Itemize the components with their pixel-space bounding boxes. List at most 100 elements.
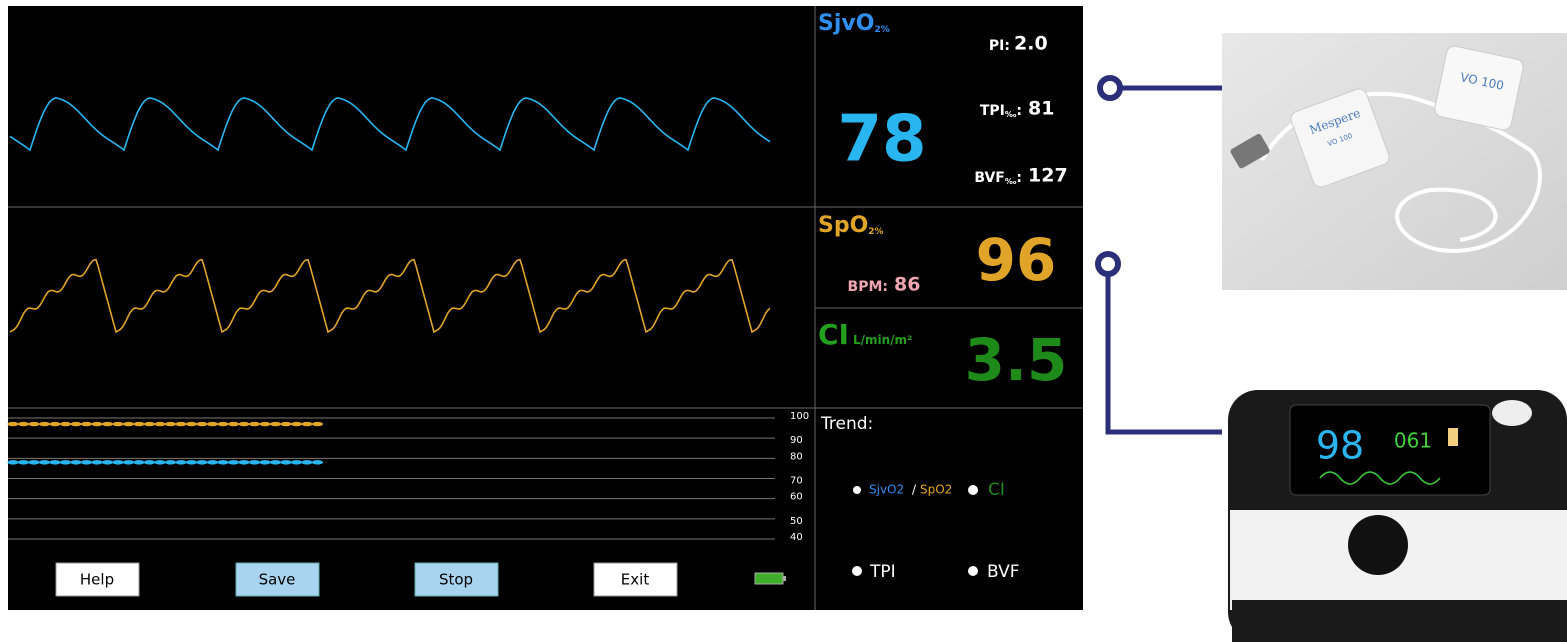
trend-point	[154, 422, 165, 426]
connectors	[1098, 78, 1222, 432]
trend-point	[81, 460, 92, 464]
trend-point	[228, 460, 239, 464]
trend-point	[291, 460, 302, 464]
y-tick-label: 50	[790, 516, 803, 527]
tpi-value: 81	[1028, 98, 1054, 120]
screen: SjvO2% 78 PI: 2.0 TPI‰: 81 BVF‰: 127 SpO…	[0, 0, 1567, 642]
trend-point	[39, 460, 50, 464]
trend-point	[280, 460, 291, 464]
trend-point	[259, 460, 270, 464]
trend-point	[123, 460, 134, 464]
trend-point	[7, 422, 18, 426]
trend-point	[28, 422, 39, 426]
trend-point	[91, 422, 102, 426]
trend-point	[270, 460, 281, 464]
trend-point	[91, 460, 102, 464]
trend-point	[60, 422, 71, 426]
oximeter-photo: 98 061	[1228, 390, 1567, 642]
trend-point	[18, 422, 29, 426]
trend-point	[133, 460, 144, 464]
vo100-photo: Mespere VO 100 VO 100	[1222, 33, 1567, 290]
trend-point	[175, 422, 186, 426]
trend-point	[60, 460, 71, 464]
tpi-colon: :	[1016, 103, 1022, 119]
sjvo2-unit: 2%	[874, 25, 889, 35]
option-sjvo2[interactable]: SjvO2	[869, 483, 904, 497]
y-tick-label: 100	[790, 411, 809, 422]
trend-point	[165, 460, 176, 464]
trend-point	[49, 460, 60, 464]
trend-point	[39, 422, 50, 426]
trend-title: Trend:	[820, 414, 873, 434]
radio-selected[interactable]	[852, 485, 862, 495]
exit-label[interactable]: Exit	[621, 571, 650, 589]
trend-point	[196, 460, 207, 464]
trend-point	[154, 460, 165, 464]
option-spo2[interactable]: SpO2	[920, 483, 952, 497]
trend-point	[301, 422, 312, 426]
trend-point	[291, 422, 302, 426]
trend-point	[249, 422, 260, 426]
trend-point	[186, 460, 197, 464]
trend-point	[186, 422, 197, 426]
bpm-label: BPM:	[848, 279, 888, 295]
trend-point	[144, 422, 155, 426]
stop-label[interactable]: Stop	[439, 571, 473, 589]
bvf-name: BVF	[974, 170, 1005, 186]
pi-value: 2.0	[1014, 33, 1048, 55]
trend-point	[49, 422, 60, 426]
trend-point	[217, 422, 228, 426]
help-label[interactable]: Help	[80, 571, 114, 589]
trend-point	[28, 460, 39, 464]
trend-point	[144, 460, 155, 464]
trend-point	[81, 422, 92, 426]
option-ci[interactable]: CI	[988, 480, 1005, 500]
save-label[interactable]: Save	[259, 571, 296, 589]
oximeter-spo2: 98	[1316, 424, 1364, 468]
radio[interactable]	[968, 485, 978, 495]
trend-point	[207, 422, 218, 426]
trend-point	[70, 460, 81, 464]
spo2-unit: 2%	[868, 227, 883, 237]
bvf-value: 127	[1028, 165, 1068, 187]
spo2-value: 96	[976, 226, 1057, 294]
trend-point	[102, 422, 113, 426]
trend-point	[280, 422, 291, 426]
battery-tip	[783, 576, 786, 581]
trend-point	[228, 422, 239, 426]
trend-point	[301, 460, 312, 464]
bpm-value: 86	[894, 274, 920, 296]
radio[interactable]	[852, 566, 862, 576]
tpi-label: TPI‰:	[980, 103, 1022, 119]
trend-point	[112, 460, 123, 464]
pi-label: PI:	[989, 38, 1010, 54]
y-tick-label: 40	[790, 532, 803, 543]
trend-point	[133, 422, 144, 426]
trend-point	[196, 422, 207, 426]
sjvo2-name: SjvO	[818, 11, 874, 36]
option-bvf[interactable]: BVF	[987, 562, 1020, 582]
trend-point	[7, 460, 18, 464]
trend-point	[238, 422, 249, 426]
page: SjvO2% 78 PI: 2.0 TPI‰: 81 BVF‰: 127 SpO…	[0, 0, 1567, 642]
battery-icon	[755, 573, 783, 584]
spo2-name: SpO	[818, 213, 868, 238]
option-tpi[interactable]: TPI	[869, 562, 896, 582]
trend-point	[165, 422, 176, 426]
trend-point	[18, 460, 29, 464]
y-tick-label: 90	[790, 435, 803, 446]
sjvo2-value: 78	[837, 103, 926, 177]
trend-point	[70, 422, 81, 426]
trend-point	[238, 460, 249, 464]
trend-point	[312, 460, 323, 464]
trend-point	[123, 422, 134, 426]
y-tick-label: 70	[790, 476, 803, 487]
trend-point	[249, 460, 260, 464]
bvf-unit: ‰	[1005, 177, 1017, 186]
trend-point	[207, 460, 218, 464]
oximeter-pulse: 061	[1394, 429, 1432, 453]
radio[interactable]	[968, 566, 978, 576]
trend-point	[217, 460, 228, 464]
trend-point	[175, 460, 186, 464]
tpi-unit: ‰	[1005, 110, 1017, 119]
